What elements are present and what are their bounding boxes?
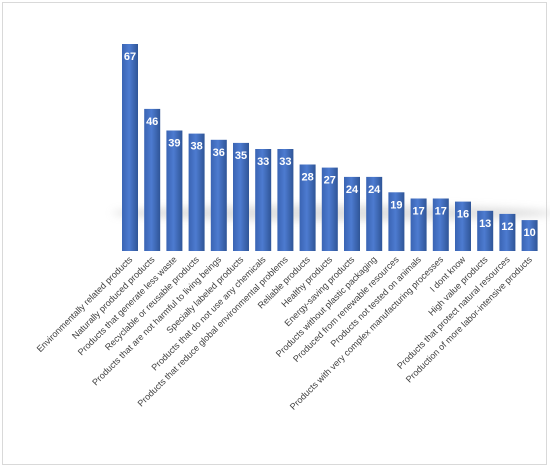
bar-value-label: 17 [412, 206, 424, 218]
bar [366, 176, 383, 251]
bar [521, 220, 538, 251]
bar-value-label: 16 [457, 209, 469, 221]
bar [166, 130, 183, 251]
bar-value-label: 13 [479, 218, 491, 230]
bar-value-label: 39 [168, 138, 180, 150]
bar-value-label: 10 [523, 227, 535, 239]
bar [122, 44, 138, 251]
value-labels: 67 46 39 38 36 35 33 33 28 27 24 24 19 17 17 16 13 12 10 [124, 51, 536, 239]
bar [477, 210, 494, 251]
bar-value-label: 33 [279, 156, 291, 168]
bar-value-label: 17 [435, 206, 447, 218]
bar [388, 192, 405, 251]
bars [122, 44, 538, 252]
bar [410, 198, 427, 251]
bar [233, 142, 249, 251]
bar-value-label: 19 [390, 199, 402, 211]
bar-value-label: 67 [124, 51, 136, 63]
bar-value-label: 28 [301, 172, 313, 184]
category-labels: Environmentally related productsNaturall… [35, 254, 535, 412]
bar [432, 198, 449, 251]
bar [455, 201, 471, 251]
bar-value-label: 36 [213, 147, 225, 159]
bar [321, 167, 338, 251]
bar [255, 149, 272, 251]
bar-value-label: 27 [324, 175, 336, 187]
bar [299, 164, 316, 251]
bar [499, 213, 516, 251]
bar-value-label: 24 [368, 184, 381, 196]
bar-value-label: 24 [346, 184, 359, 196]
bar [344, 176, 360, 251]
bar-value-label: 35 [235, 150, 247, 162]
bar-value-label: 38 [190, 141, 202, 153]
bar [188, 133, 205, 251]
bar [144, 108, 161, 252]
bar-value-label: 12 [501, 221, 513, 233]
bar-value-label: 46 [146, 116, 158, 128]
bar [277, 149, 294, 251]
bar-value-label: 33 [257, 156, 269, 168]
bar [210, 139, 227, 251]
